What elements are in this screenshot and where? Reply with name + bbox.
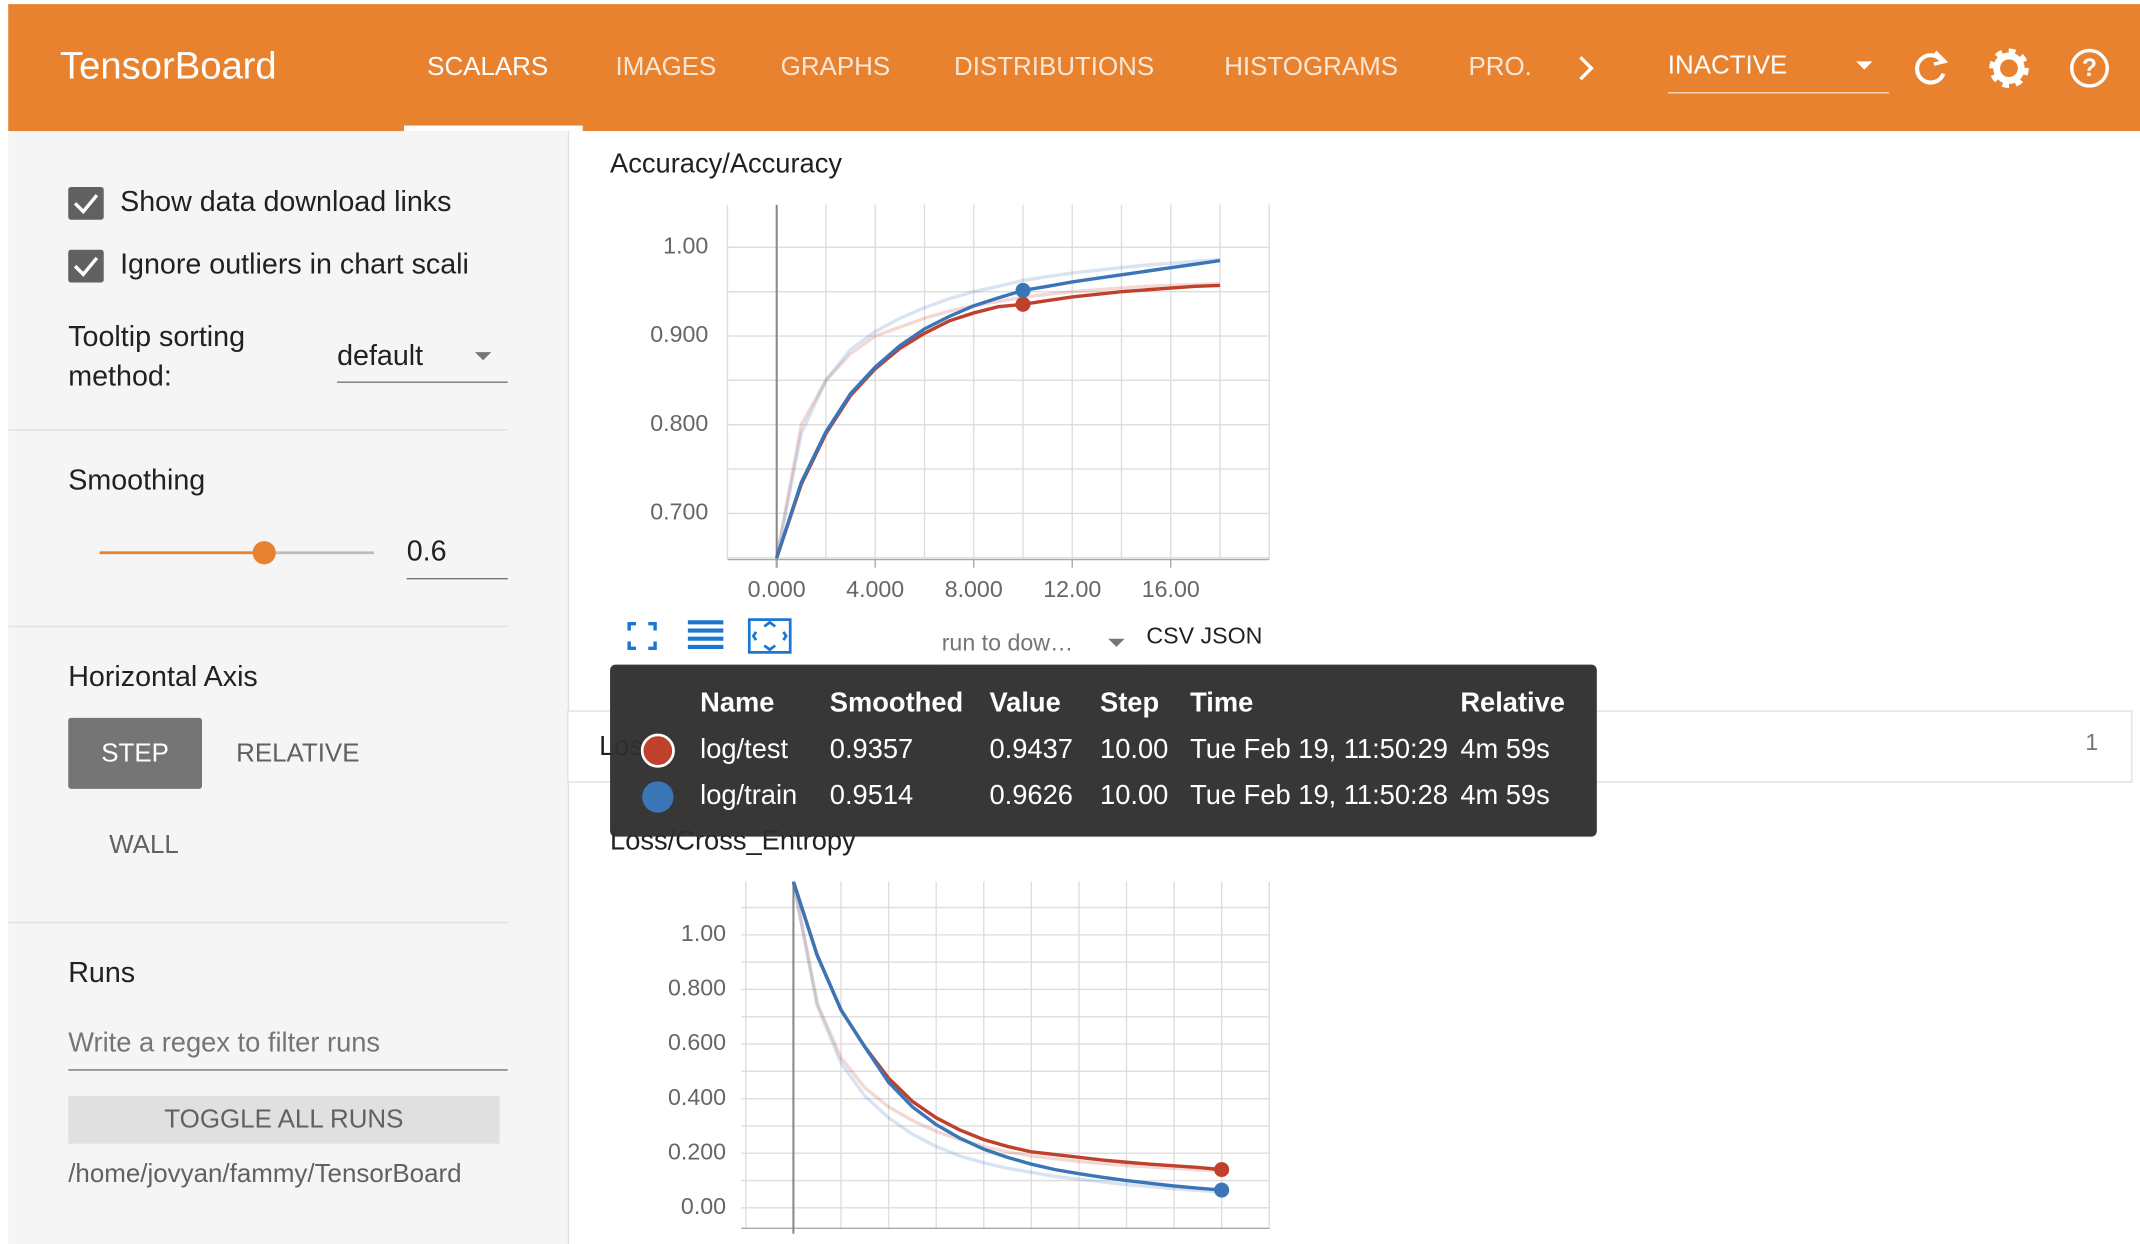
status-select[interactable]: INACTIVE	[1668, 52, 1788, 80]
sidebar	[8, 131, 568, 1244]
x-tick-label: 0.000	[748, 576, 806, 602]
dropdown-arrow	[1856, 61, 1873, 70]
tab[interactable]: IMAGES	[616, 53, 717, 81]
axis-option[interactable]: WALL	[109, 831, 179, 859]
axis-button-selected[interactable]	[68, 717, 202, 789]
tooltip-header: Step	[1100, 686, 1159, 717]
run-swatch	[642, 781, 674, 813]
sorting-label: method:	[68, 361, 172, 393]
y-tick-label: 0.200	[668, 1138, 726, 1164]
tab-indicator	[403, 125, 583, 132]
toggle-button-label: TOGGLE ALL RUNS	[164, 1105, 403, 1133]
tooltip-header: Value	[989, 686, 1060, 717]
app-title: TensorBoard	[60, 44, 277, 87]
tooltip-cell: log/test	[700, 733, 788, 764]
y-tick-label: 0.800	[668, 975, 726, 1001]
tab[interactable]: DISTRIBUTIONS	[954, 53, 1154, 81]
sorting-select[interactable]: default	[337, 340, 423, 372]
raw-line	[775, 258, 1221, 559]
smoothed-line	[775, 283, 1221, 559]
refresh-icon[interactable]	[1915, 50, 1949, 85]
tooltip-cell: 4m 59s	[1460, 779, 1549, 810]
tab-scroll[interactable]	[1579, 56, 1594, 81]
hover-marker	[1015, 296, 1031, 312]
runs-filter[interactable]: Write a regex to filter runs	[68, 1026, 380, 1057]
svg-text:?: ?	[2082, 55, 2097, 82]
settings-icon[interactable]	[1989, 48, 2029, 89]
y-tick-label: 0.700	[650, 499, 708, 525]
tooltip-bg	[610, 664, 1597, 837]
hover-marker	[1015, 282, 1031, 298]
runs-label: Runs	[68, 957, 135, 989]
fullscreen-icon[interactable]	[627, 622, 657, 650]
sorting-label: Tooltip sorting	[68, 321, 245, 353]
hover-marker	[1214, 1182, 1230, 1198]
smoothing-input[interactable]: 0.6	[407, 535, 447, 567]
tooltip-header: Smoothed	[830, 686, 963, 717]
tooltip-header: Time	[1190, 686, 1253, 717]
toggle-button[interactable]	[68, 1095, 500, 1144]
download-links[interactable]: CSV JSON	[1146, 622, 1262, 648]
tab[interactable]: SCALARS	[427, 53, 548, 81]
x-tick-label: 4.000	[846, 576, 904, 602]
x-tick-label: 12.00	[1043, 576, 1101, 602]
raw-line	[775, 281, 1221, 559]
checkbox-label: Ignore outliers in chart scali	[120, 249, 469, 281]
y-tick-label: 1.00	[681, 920, 726, 946]
help-icon[interactable]: ?	[2070, 48, 2109, 88]
smoothing-label: Smoothing	[68, 464, 205, 496]
y-tick-label: 1.00	[663, 232, 708, 258]
checkbox[interactable]	[68, 249, 104, 283]
log-scale-icon[interactable]	[687, 620, 724, 649]
raw-line	[791, 881, 1222, 1173]
hover-marker	[1214, 1162, 1230, 1178]
tooltip-cell: 10.00	[1100, 779, 1168, 810]
tooltip: Name Smoothed Value Step Time Relative log/tes…	[610, 664, 1597, 837]
tooltip-cell: 0.9357	[830, 733, 913, 764]
dropdown-arrow	[1108, 638, 1125, 647]
x-tick-label: 16.00	[1142, 576, 1200, 602]
tooltip-cell: Tue Feb 19, 11:50:28	[1190, 779, 1448, 810]
smoothed-line	[791, 881, 1222, 1192]
tooltip-cell: 0.9437	[989, 733, 1072, 764]
axis-option: STEP	[101, 740, 169, 768]
axis-label: Horizontal Axis	[68, 661, 258, 693]
y-tick-label: 0.900	[650, 321, 708, 347]
tooltip-cell: 0.9514	[830, 779, 913, 810]
slider-knob[interactable]	[252, 541, 276, 565]
axis-option[interactable]: RELATIVE	[236, 740, 359, 768]
dropdown-arrow	[474, 352, 492, 361]
run-swatch	[640, 733, 675, 768]
chart-title: Accuracy/Accuracy	[610, 147, 842, 178]
tab[interactable]: GRAPHS	[781, 53, 890, 81]
tooltip-header: Name	[700, 686, 774, 717]
y-tick-label: 0.800	[650, 410, 708, 436]
checkbox-label: Show data download links	[120, 186, 451, 218]
fit-domain-icon[interactable]	[747, 618, 792, 654]
group-count: 1	[2085, 729, 2098, 755]
logdir: /home/jovyan/fammy/TensorBoard	[68, 1160, 461, 1188]
checkbox[interactable]	[68, 186, 104, 220]
raw-line	[791, 881, 1222, 1194]
tooltip-cell: 0.9626	[989, 779, 1072, 810]
tooltip-cell: 10.00	[1100, 733, 1168, 764]
tooltip-header: Relative	[1460, 686, 1565, 717]
tooltip-cell: Tue Feb 19, 11:50:29	[1190, 733, 1448, 764]
y-tick-label: 0.00	[681, 1193, 726, 1219]
tooltip-cell: 4m 59s	[1460, 733, 1549, 764]
tab[interactable]: PRO.	[1469, 53, 1532, 81]
tab[interactable]: HISTOGRAMS	[1224, 53, 1398, 81]
plot-area	[775, 258, 1221, 559]
y-tick-label: 0.600	[668, 1029, 726, 1055]
smoothed-line	[775, 258, 1221, 559]
plot-area	[791, 881, 1222, 1194]
run-select[interactable]: run to dow…	[942, 629, 1073, 655]
x-tick-label: 8.000	[945, 576, 1003, 602]
y-tick-label: 0.400	[668, 1084, 726, 1110]
tooltip-cell: log/train	[700, 779, 797, 810]
header	[8, 4, 2140, 132]
